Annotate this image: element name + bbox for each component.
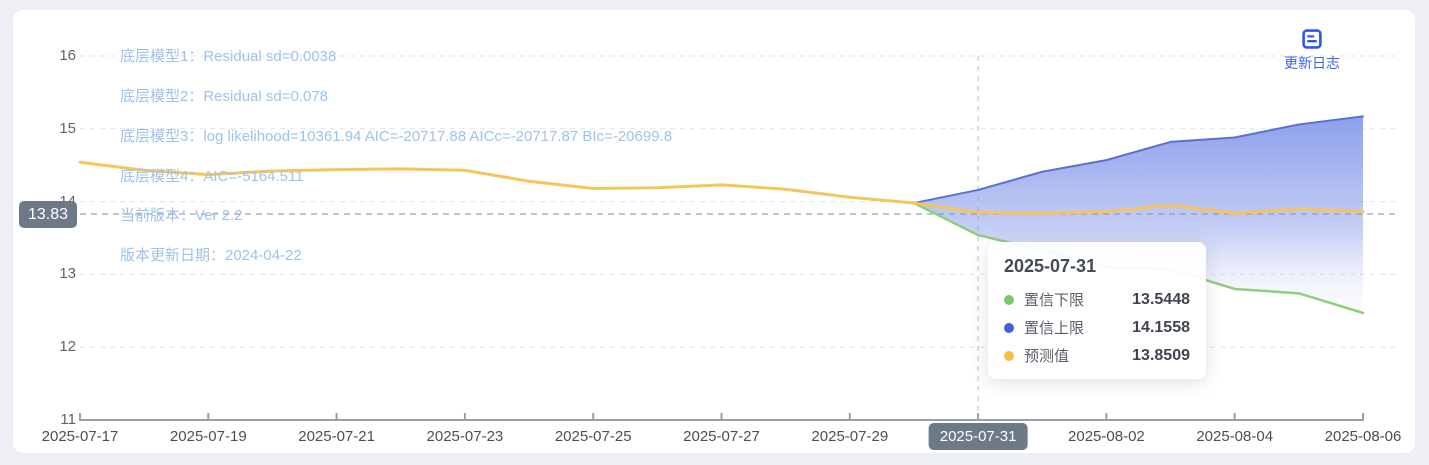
y-axis-label: 12 [59, 338, 76, 356]
changelog-icon [1302, 29, 1322, 49]
prediction-legend-dot [1004, 350, 1014, 361]
tooltip-row-lower-bound: 置信下限 13.5448 [1004, 289, 1190, 310]
chart-tooltip: 2025-07-31 置信下限 13.5448 置信上限 14.1558 预测值… [988, 242, 1206, 379]
x-axis-label: 2025-07-23 [426, 428, 504, 445]
tooltip-row-label: 置信上限 [1024, 320, 1085, 337]
annotation-version-date: 版本更新日期：2024-04-22 [120, 247, 302, 264]
x-axis-label: 2025-08-04 [1196, 428, 1274, 445]
x-axis-label: 2025-08-06 [1324, 428, 1402, 445]
lower-bound-legend-dot [1004, 294, 1014, 305]
annotation-model-4: 底层模型4：AIC=-5164.511 [120, 168, 304, 185]
tooltip-date-title: 2025-07-31 [1004, 256, 1097, 276]
x-axis-label: 2025-07-27 [683, 428, 760, 445]
tooltip-row-label: 预测值 [1024, 348, 1070, 365]
upper-bound-legend-dot [1004, 322, 1014, 333]
annotation-model-1: 底层模型1：Residual sd=0.0038 [120, 48, 337, 65]
x-axis-label: 2025-08-02 [1068, 428, 1145, 445]
x-axis-selected-date-badge: 2025-07-31 [928, 423, 1028, 450]
x-axis-label: 2025-07-29 [811, 428, 889, 445]
y-axis-label: 16 [59, 47, 76, 64]
tooltip-row-prediction: 预测值 13.8509 [1004, 345, 1190, 366]
update-log-button[interactable]: 更新日志 [1282, 28, 1342, 73]
tooltip-row-value: 13.8509 [1132, 346, 1190, 364]
x-axis-label: 2025-07-25 [554, 428, 632, 445]
x-axis-label: 2025-07-21 [298, 428, 375, 445]
x-axis-label: 2025-07-17 [41, 428, 119, 445]
y-axis-marker-badge: 13.83 [19, 200, 77, 228]
annotation-model-2: 底层模型2：Residual sd=0.078 [120, 88, 329, 105]
tooltip-row-upper-bound: 置信上限 14.1558 [1004, 317, 1190, 338]
y-axis-label: 13 [59, 265, 76, 283]
update-log-label: 更新日志 [1284, 55, 1340, 71]
annotation-version: 当前版本：Ver 2.2 [120, 207, 243, 224]
y-axis-label: 15 [59, 119, 76, 137]
tooltip-row-value: 14.1558 [1132, 318, 1190, 336]
tooltip-row-value: 13.5448 [1132, 290, 1190, 308]
annotation-model-3: 底层模型3：log likelihood=10361.94 AIC=-20717… [120, 128, 673, 145]
y-axis-label: 11 [60, 411, 76, 428]
tooltip-row-label: 置信下限 [1024, 292, 1085, 309]
x-axis-label: 2025-07-19 [169, 428, 247, 445]
